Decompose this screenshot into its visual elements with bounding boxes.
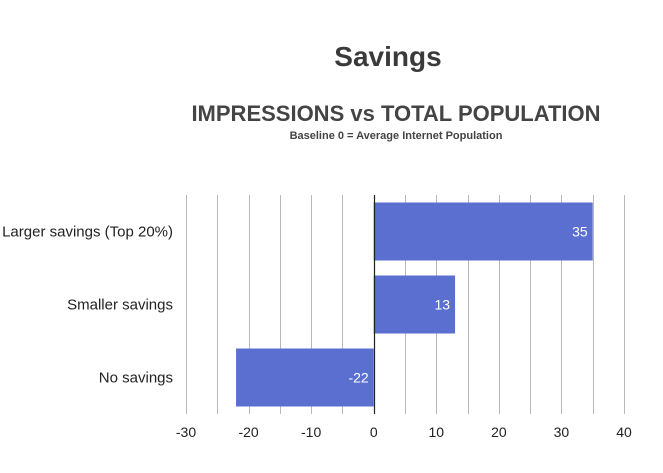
- x-tick-label-2: -10: [301, 424, 321, 440]
- category-label-1: Smaller savings: [67, 297, 173, 314]
- x-tick-label-1: -20: [238, 424, 258, 440]
- chart-subtitle: Baseline 0 = Average Internet Population: [290, 130, 503, 142]
- x-tick-label-6: 30: [554, 424, 570, 440]
- data-label-2: -22: [348, 370, 368, 386]
- data-label-0: 35: [572, 224, 588, 240]
- category-label-2: No savings: [99, 370, 173, 387]
- x-tick-label-3: 0: [370, 424, 378, 440]
- x-tick-label-7: 40: [616, 424, 632, 440]
- page-title: Savings: [334, 41, 441, 72]
- bars: 35 13 -22: [236, 202, 593, 407]
- x-tick-label-0: -30: [176, 424, 196, 440]
- chart-title: IMPRESSIONS vs TOTAL POPULATION: [191, 101, 600, 126]
- category-labels: Larger savings (Top 20%) Smaller savings N…: [2, 224, 173, 387]
- bar-0: [373, 202, 593, 261]
- data-label-1: 13: [434, 297, 450, 313]
- category-label-0: Larger savings (Top 20%): [2, 224, 173, 241]
- x-tick-label-4: 10: [428, 424, 444, 440]
- x-tick-label-5: 20: [491, 424, 507, 440]
- bar-2: [236, 348, 374, 407]
- bar-1: [373, 275, 456, 334]
- x-axis-ticks: -30 -20 -10 0 10 20 30 40: [176, 424, 632, 440]
